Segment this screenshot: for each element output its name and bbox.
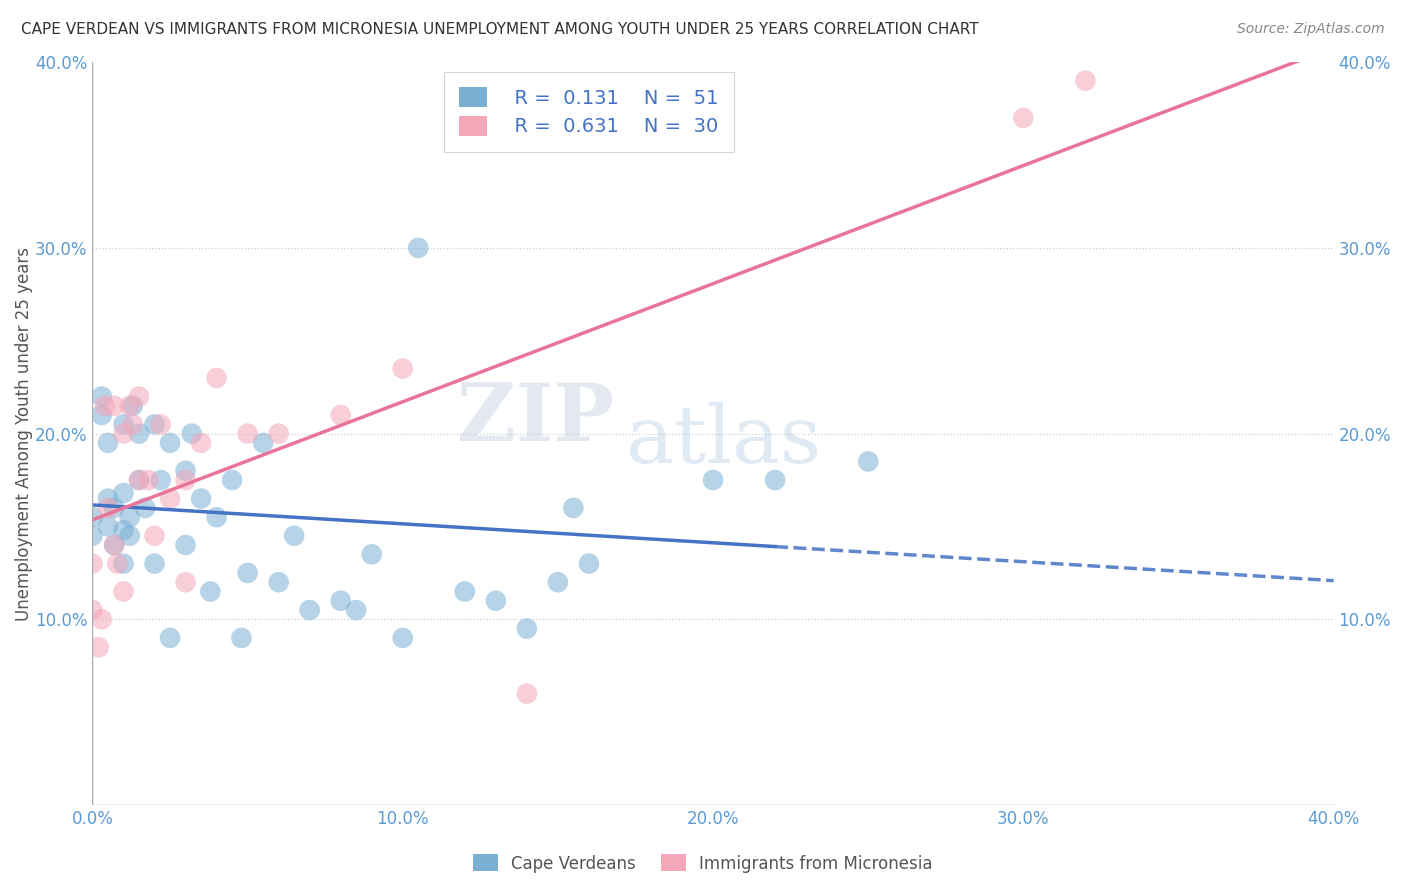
Point xyxy=(82,557,104,571)
Point xyxy=(205,371,228,385)
Point xyxy=(391,361,413,376)
Point xyxy=(112,557,135,571)
Point xyxy=(103,399,125,413)
Text: atlas: atlas xyxy=(626,402,821,480)
Point xyxy=(231,631,253,645)
Point xyxy=(547,575,569,590)
Point xyxy=(143,417,166,432)
Point xyxy=(578,557,600,571)
Point xyxy=(118,399,141,413)
Point xyxy=(267,426,290,441)
Point xyxy=(763,473,786,487)
Point xyxy=(329,408,352,422)
Point xyxy=(1012,111,1035,125)
Point xyxy=(149,417,172,432)
Point xyxy=(174,538,197,552)
Point xyxy=(174,464,197,478)
Point xyxy=(118,529,141,543)
Point xyxy=(344,603,367,617)
Point xyxy=(118,510,141,524)
Point xyxy=(516,622,538,636)
Point xyxy=(112,426,135,441)
Legend:   R =  0.131    N =  51,   R =  0.631    N =  30: R = 0.131 N = 51, R = 0.631 N = 30 xyxy=(444,72,734,152)
Point xyxy=(1074,73,1097,87)
Point xyxy=(174,575,197,590)
Point xyxy=(136,473,159,487)
Point xyxy=(112,523,135,537)
Point xyxy=(128,426,150,441)
Point xyxy=(856,454,879,468)
Point xyxy=(128,473,150,487)
Point xyxy=(90,389,112,403)
Point xyxy=(128,473,150,487)
Point xyxy=(236,426,259,441)
Point xyxy=(97,491,120,506)
Point xyxy=(134,500,156,515)
Point xyxy=(252,436,274,450)
Point xyxy=(103,500,125,515)
Point xyxy=(298,603,321,617)
Point xyxy=(267,575,290,590)
Point xyxy=(391,631,413,645)
Point xyxy=(97,436,120,450)
Point xyxy=(702,473,724,487)
Point xyxy=(562,500,585,515)
Point xyxy=(121,417,143,432)
Point xyxy=(159,631,181,645)
Point xyxy=(128,389,150,403)
Point xyxy=(516,687,538,701)
Point xyxy=(149,473,172,487)
Point xyxy=(190,436,212,450)
Point xyxy=(82,603,104,617)
Point xyxy=(236,566,259,580)
Point xyxy=(87,640,110,655)
Point xyxy=(97,500,120,515)
Point xyxy=(121,399,143,413)
Point xyxy=(283,529,305,543)
Point xyxy=(485,594,508,608)
Point xyxy=(159,436,181,450)
Point xyxy=(205,510,228,524)
Point xyxy=(143,529,166,543)
Point xyxy=(82,529,104,543)
Point xyxy=(180,426,202,441)
Text: ZIP: ZIP xyxy=(457,380,614,458)
Point xyxy=(82,510,104,524)
Point xyxy=(221,473,243,487)
Point xyxy=(90,612,112,626)
Point xyxy=(143,557,166,571)
Point xyxy=(190,491,212,506)
Point xyxy=(90,408,112,422)
Point xyxy=(406,241,429,255)
Point xyxy=(329,594,352,608)
Point xyxy=(105,557,128,571)
Text: CAPE VERDEAN VS IMMIGRANTS FROM MICRONESIA UNEMPLOYMENT AMONG YOUTH UNDER 25 YEA: CAPE VERDEAN VS IMMIGRANTS FROM MICRONES… xyxy=(21,22,979,37)
Point xyxy=(112,486,135,500)
Point xyxy=(103,538,125,552)
Point xyxy=(112,584,135,599)
Point xyxy=(360,547,382,561)
Legend: Cape Verdeans, Immigrants from Micronesia: Cape Verdeans, Immigrants from Micronesi… xyxy=(467,847,939,880)
Point xyxy=(94,399,117,413)
Y-axis label: Unemployment Among Youth under 25 years: Unemployment Among Youth under 25 years xyxy=(15,246,32,621)
Point xyxy=(103,538,125,552)
Point xyxy=(174,473,197,487)
Point xyxy=(454,584,477,599)
Text: Source: ZipAtlas.com: Source: ZipAtlas.com xyxy=(1237,22,1385,37)
Point xyxy=(159,491,181,506)
Point xyxy=(200,584,222,599)
Point xyxy=(112,417,135,432)
Point xyxy=(97,519,120,533)
